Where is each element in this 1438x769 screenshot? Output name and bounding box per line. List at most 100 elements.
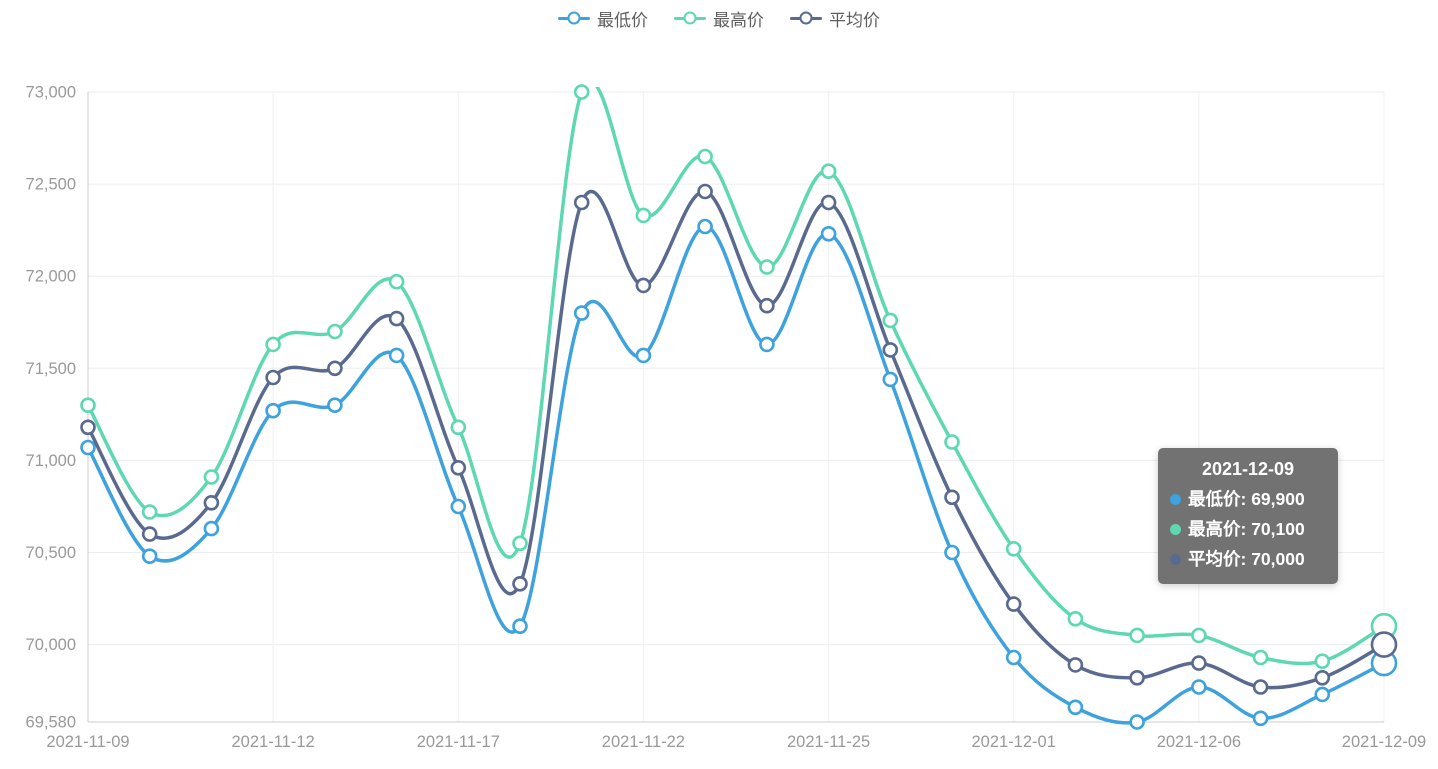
marker-max-price[interactable] [388, 273, 405, 290]
marker-avg-price[interactable] [1252, 679, 1269, 695]
marker-max-price[interactable] [759, 259, 775, 275]
marker-avg-price[interactable] [388, 310, 405, 327]
marker-max-price[interactable] [1252, 649, 1269, 666]
legend-label: 最高价 [713, 10, 764, 30]
y-tick-label: 73,000 [26, 84, 76, 102]
marker-min-price[interactable] [141, 548, 158, 565]
marker-min-price[interactable] [1252, 710, 1269, 727]
marker-avg-price[interactable] [1005, 596, 1022, 612]
marker-max-price[interactable] [1067, 610, 1084, 627]
x-tick-label: 2021-11-17 [417, 733, 500, 751]
legend-item-max-price[interactable]: 最高价 [674, 6, 764, 31]
marker-min-price[interactable] [820, 226, 837, 242]
marker-avg-price[interactable] [1191, 655, 1207, 671]
marker-min-price[interactable] [265, 402, 281, 419]
y-tick-label: 71,500 [26, 360, 76, 378]
marker-max-price[interactable] [80, 397, 96, 414]
marker-min-price[interactable] [573, 305, 590, 321]
marker-avg-price[interactable] [759, 297, 775, 314]
tooltip-row-max-price: 最高价: 70,100 [1170, 514, 1326, 544]
marker-min-price[interactable] [512, 618, 528, 635]
legend-item-avg-price[interactable]: 平均价 [790, 6, 880, 31]
marker-avg-price[interactable] [820, 194, 837, 211]
marker-max-price[interactable] [1191, 627, 1207, 644]
series-avg-price [80, 183, 1398, 695]
x-tick-label: 2021-11-25 [787, 733, 870, 751]
marker-avg-price[interactable] [512, 575, 528, 592]
marker-avg-price[interactable] [697, 183, 713, 200]
series-line-min-price [86, 224, 1386, 725]
marker-max-price[interactable] [635, 207, 652, 224]
marker-avg-price[interactable] [1067, 657, 1084, 673]
marker-max-price[interactable] [450, 419, 467, 436]
series-line-max-price [86, 87, 1386, 666]
series-dot-icon [1170, 493, 1181, 505]
x-tick-label: 2021-11-22 [602, 733, 685, 751]
marker-min-price[interactable] [1067, 699, 1084, 716]
marker-max-price[interactable] [882, 312, 899, 329]
marker-min-price[interactable] [327, 397, 343, 414]
tooltip-row-text: 最高价: 70,100 [1188, 519, 1305, 539]
marker-min-price[interactable] [1191, 679, 1207, 695]
marker-min-price[interactable] [203, 520, 220, 537]
x-tick-label: 2021-11-09 [46, 733, 129, 751]
marker-max-price[interactable] [265, 336, 281, 353]
series-max-price [80, 84, 1398, 670]
marker-avg-price[interactable] [450, 459, 467, 476]
marker-avg-price[interactable] [1129, 669, 1145, 686]
marker-max-price[interactable] [1314, 653, 1331, 670]
marker-avg-price[interactable] [1314, 669, 1331, 686]
tooltip-row-avg-price: 平均价: 70,000 [1170, 544, 1326, 574]
marker-max-price[interactable] [141, 504, 158, 520]
marker-avg-price[interactable] [80, 419, 96, 436]
marker-min-price[interactable] [635, 347, 652, 364]
marker-avg-price[interactable] [327, 360, 343, 377]
x-tick-label: 2021-12-01 [971, 733, 1055, 751]
marker-min-price[interactable] [944, 544, 960, 561]
marker-min-price[interactable] [80, 439, 96, 456]
x-tick-label: 2021-12-06 [1157, 733, 1241, 751]
marker-avg-price[interactable] [141, 526, 158, 542]
y-tick-label: 70,500 [26, 544, 76, 562]
marker-min-price[interactable] [450, 498, 467, 515]
marker-max-price[interactable] [1005, 540, 1022, 557]
marker-max-price[interactable] [820, 163, 837, 179]
marker-avg-price[interactable] [944, 489, 960, 506]
marker-max-price[interactable] [512, 535, 528, 552]
legend-item-min-price[interactable]: 最低价 [558, 6, 648, 31]
marker-avg-price[interactable] [573, 194, 590, 211]
tooltip-row-text: 最低价: 69,900 [1188, 489, 1305, 509]
marker-min-price[interactable] [388, 347, 405, 364]
series-dot-icon [1170, 523, 1181, 535]
marker-max-price[interactable] [1129, 627, 1145, 644]
marker-min-price[interactable] [759, 336, 775, 353]
tooltip: 2021-12-09 最低价: 69,900 最高价: 70,100 平均价: … [1158, 448, 1338, 584]
marker-max-price[interactable] [327, 323, 343, 340]
marker-max-price[interactable] [697, 148, 713, 165]
legend-label: 平均价 [829, 10, 880, 30]
y-tick-label: 72,500 [26, 176, 76, 194]
marker-max-price[interactable] [944, 434, 960, 450]
line-circle-icon [674, 11, 706, 26]
tooltip-row-text: 平均价: 70,000 [1188, 549, 1305, 569]
y-tick-label: 72,000 [26, 268, 76, 286]
marker-avg-price[interactable] [882, 342, 899, 358]
marker-max-price[interactable] [573, 84, 590, 100]
tooltip-date: 2021-12-09 [1201, 459, 1295, 479]
marker-min-price[interactable] [1005, 649, 1022, 666]
marker-max-price[interactable] [203, 469, 220, 485]
y-tick-label: 69,580 [26, 714, 76, 732]
marker-min-price[interactable] [697, 218, 713, 235]
marker-min-price[interactable] [1129, 714, 1145, 730]
x-tick-label: 2021-12-09 [1342, 733, 1426, 751]
series-dot-icon [1170, 553, 1181, 565]
marker-min-price[interactable] [882, 371, 899, 388]
line-circle-icon [790, 11, 822, 26]
marker-avg-price[interactable] [203, 494, 220, 511]
y-tick-label: 71,000 [26, 452, 76, 470]
marker-min-price[interactable] [1314, 686, 1331, 703]
marker-avg-price[interactable] [635, 277, 652, 294]
marker-avg-price[interactable] [265, 369, 281, 386]
marker-avg-price-highlighted[interactable] [1370, 631, 1398, 658]
